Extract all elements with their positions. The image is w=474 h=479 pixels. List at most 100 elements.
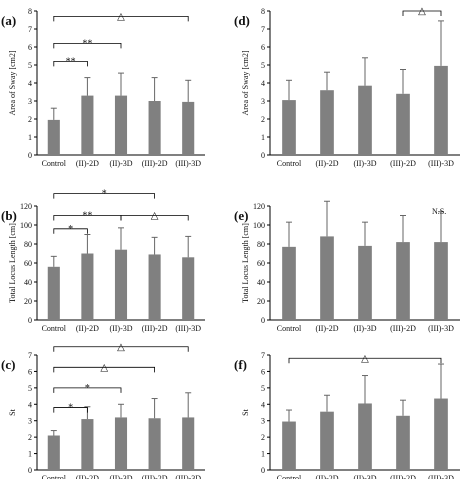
chart-panel: (f) 0 1 2 3 4 5 6 7 St Control (II)-2D (II)-3D (III)-… bbox=[234, 351, 460, 479]
significance-label: △ bbox=[117, 11, 125, 22]
y-tick-label: 8 bbox=[261, 7, 265, 16]
y-tick-label: 0 bbox=[28, 316, 32, 325]
y-tick-label: 4 bbox=[261, 79, 265, 88]
category-label: (III)-3D bbox=[428, 159, 454, 168]
significance-label: * bbox=[68, 224, 73, 235]
y-tick-label: 4 bbox=[28, 400, 32, 409]
chart-panel: (d) 0 1 2 3 4 5 6 7 8 Area of Sway [cm2] Control (II… bbox=[234, 6, 460, 168]
y-tick-label: 7 bbox=[28, 25, 32, 34]
bar bbox=[148, 418, 161, 470]
category-label: (III)-3D bbox=[175, 159, 201, 168]
category-label: (III)-2D bbox=[142, 324, 168, 333]
category-label: (III)-3D bbox=[428, 324, 454, 333]
significance-bracket bbox=[53, 387, 122, 393]
bar bbox=[320, 411, 334, 470]
bar bbox=[81, 419, 94, 470]
category-label: (II)-3D bbox=[109, 324, 132, 333]
y-tick-label: 0 bbox=[261, 316, 265, 325]
bar bbox=[114, 95, 128, 155]
y-tick-label: 1 bbox=[261, 133, 265, 142]
y-tick-label: 2 bbox=[261, 115, 265, 124]
y-axis-label: St bbox=[8, 408, 17, 415]
significance-note: N.S. bbox=[432, 207, 446, 216]
y-tick-label: 1 bbox=[28, 450, 32, 459]
category-label: (III)-3D bbox=[175, 474, 201, 479]
significance-bracket bbox=[120, 215, 189, 221]
bar bbox=[320, 90, 334, 155]
significance-label: △ bbox=[100, 362, 108, 373]
category-label: (II)-2D bbox=[315, 324, 338, 333]
significance-bracket bbox=[53, 346, 189, 352]
significance-bracket bbox=[53, 366, 156, 373]
significance-label: △ bbox=[151, 211, 159, 222]
bar bbox=[81, 95, 94, 155]
y-tick-label: 7 bbox=[261, 351, 265, 360]
bar bbox=[148, 254, 161, 320]
bar bbox=[358, 245, 372, 320]
y-tick-label: 7 bbox=[28, 351, 32, 360]
y-tick-label: 5 bbox=[261, 61, 265, 70]
y-tick-label: 6 bbox=[261, 367, 265, 376]
bar bbox=[47, 266, 60, 320]
category-label: (II)-3D bbox=[353, 324, 376, 333]
y-tick-label: 4 bbox=[28, 79, 32, 88]
significance-bracket bbox=[288, 357, 442, 364]
y-tick-label: 3 bbox=[261, 97, 265, 106]
significance-bracket bbox=[53, 228, 88, 234]
y-tick-label: 6 bbox=[261, 43, 265, 52]
significance-bracket bbox=[53, 43, 122, 49]
category-label: Control bbox=[277, 474, 302, 479]
y-tick-label: 40 bbox=[24, 278, 32, 287]
y-tick-label: 20 bbox=[257, 297, 265, 306]
panel-label: (c) bbox=[1, 357, 15, 372]
significance-label: ** bbox=[82, 211, 92, 222]
bar bbox=[282, 100, 296, 155]
y-tick-label: 6 bbox=[28, 43, 32, 52]
panel-label: (a) bbox=[1, 13, 16, 28]
y-tick-label: 3 bbox=[261, 417, 265, 426]
category-label: (II)-2D bbox=[76, 474, 99, 479]
bar bbox=[434, 65, 448, 155]
category-label: (III)-2D bbox=[142, 159, 168, 168]
y-tick-label: 5 bbox=[28, 384, 32, 393]
y-tick-label: 0 bbox=[261, 151, 265, 160]
category-label: (III)-2D bbox=[142, 474, 168, 479]
y-tick-label: 5 bbox=[28, 61, 32, 70]
y-tick-label: 3 bbox=[28, 97, 32, 106]
significance-label: * bbox=[68, 403, 73, 414]
y-tick-label: 3 bbox=[28, 417, 32, 426]
bar bbox=[182, 417, 195, 470]
y-tick-label: 6 bbox=[28, 367, 32, 376]
y-axis-label: Total Locus Length [cm] bbox=[8, 223, 17, 303]
significance-label: ** bbox=[66, 56, 76, 67]
y-axis-label: Area of Sway [cm2] bbox=[241, 50, 250, 115]
category-label: (III)-2D bbox=[390, 159, 416, 168]
y-tick-label: 120 bbox=[253, 202, 265, 211]
y-tick-label: 80 bbox=[257, 240, 265, 249]
bar bbox=[114, 417, 128, 470]
y-tick-label: 100 bbox=[20, 221, 32, 230]
category-label: (II)-2D bbox=[76, 159, 99, 168]
bar bbox=[182, 101, 195, 155]
y-tick-label: 40 bbox=[257, 278, 265, 287]
significance-label: * bbox=[102, 189, 107, 200]
category-label: (II)-2D bbox=[315, 159, 338, 168]
y-tick-label: 2 bbox=[28, 115, 32, 124]
category-label: Control bbox=[42, 324, 67, 333]
y-tick-label: 100 bbox=[253, 221, 265, 230]
category-label: (II)-3D bbox=[353, 474, 376, 479]
bar bbox=[81, 253, 94, 320]
category-label: Control bbox=[42, 474, 67, 479]
chart-panel: (e) 0 20 40 60 80 100 120 Total Locus Length [cm… bbox=[234, 200, 460, 333]
bar bbox=[434, 242, 448, 320]
y-tick-label: 2 bbox=[28, 433, 32, 442]
panel-label: (b) bbox=[1, 208, 17, 223]
bar bbox=[282, 246, 296, 320]
category-label: Control bbox=[42, 159, 67, 168]
chart-panel: (b) 0 20 40 60 80 100 120 Total Locus Length [cm… bbox=[1, 189, 205, 333]
panel-label: (f) bbox=[234, 357, 247, 372]
y-tick-label: 1 bbox=[28, 133, 32, 142]
bar bbox=[434, 398, 448, 470]
significance-label: ** bbox=[82, 38, 92, 49]
